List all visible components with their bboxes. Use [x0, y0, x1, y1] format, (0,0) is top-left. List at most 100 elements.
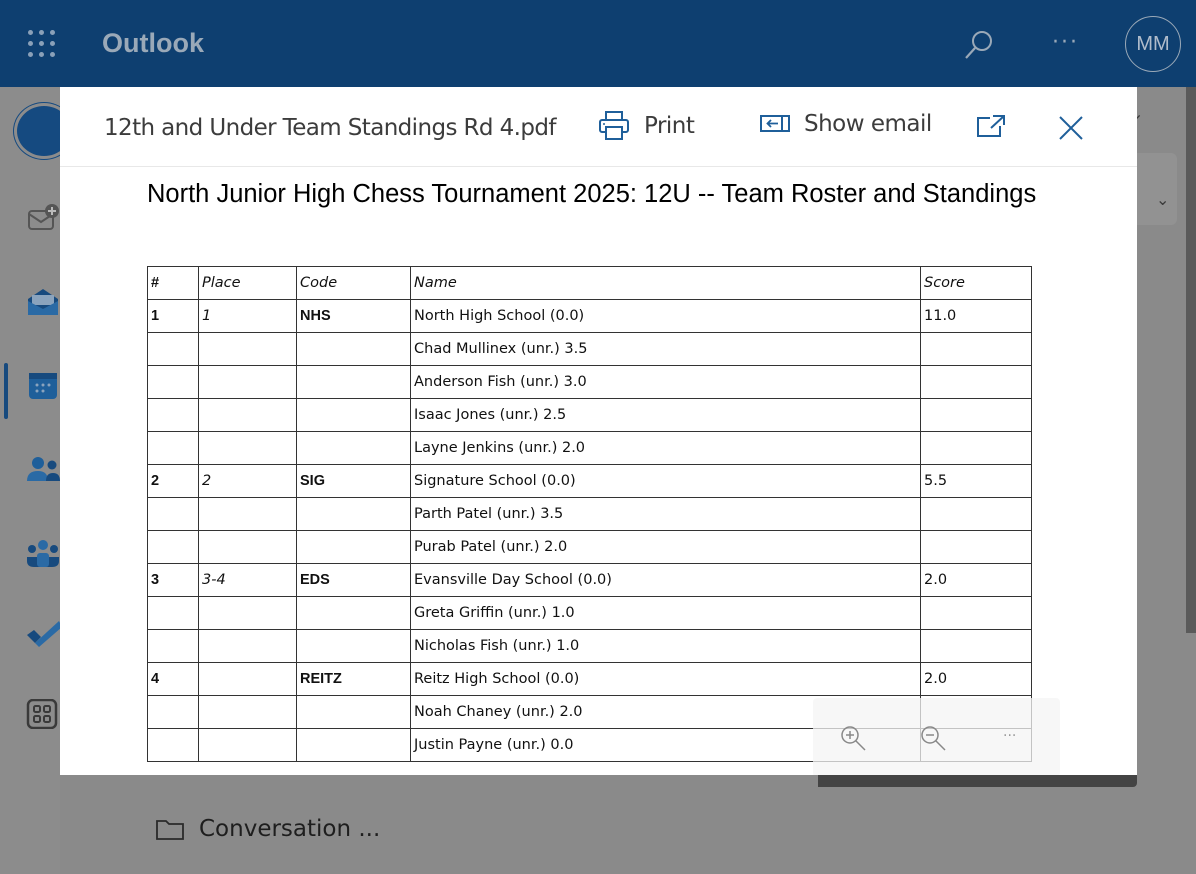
table-cell: [198, 629, 297, 663]
search-icon[interactable]: [962, 28, 996, 62]
table-cell: Parth Patel (unr.) 3.5: [410, 497, 921, 531]
to-do-icon[interactable]: [26, 619, 60, 649]
groups-icon[interactable]: [26, 539, 60, 569]
vertical-scrollbar[interactable]: [1186, 87, 1196, 633]
table-cell: SIG: [296, 464, 411, 498]
table-cell: [147, 596, 199, 630]
folder-item[interactable]: Conversation ...: [155, 816, 380, 842]
table-cell: 5.5: [920, 464, 1032, 498]
table-cell: [198, 398, 297, 432]
table-cell: NHS: [296, 299, 411, 333]
table-cell: [147, 728, 199, 762]
table-cell: [296, 695, 411, 729]
table-header-row: # Place Code Name Score: [147, 266, 1032, 300]
column-header: Name: [410, 266, 921, 300]
more-options-button[interactable]: ...: [1003, 724, 1017, 740]
table-cell: 2.0: [920, 563, 1032, 597]
zoom-in-icon[interactable]: [839, 724, 869, 754]
table-cell: [920, 497, 1032, 531]
table-cell: 1: [198, 299, 297, 333]
table-cell: [198, 662, 297, 696]
table-cell: 3-4: [198, 563, 297, 597]
folder-label: Conversation ...: [199, 816, 381, 842]
column-header: #: [147, 266, 199, 300]
show-email-label: Show email: [804, 111, 932, 137]
table-cell: [198, 332, 297, 366]
table-cell: [296, 332, 411, 366]
table-cell: Greta Griffin (unr.) 1.0: [410, 596, 921, 630]
table-cell: Signature School (0.0): [410, 464, 921, 498]
table-cell: [147, 497, 199, 531]
table-cell: Reitz High School (0.0): [410, 662, 921, 696]
table-cell: [296, 497, 411, 531]
table-cell: [920, 629, 1032, 663]
table-cell: [198, 530, 297, 564]
table-cell: [296, 365, 411, 399]
standings-table: # Place Code Name Score 1 1 NHS North High …: [147, 266, 1032, 762]
viewer-header: 12th and Under Team Standings Rd 4.pdf P…: [60, 87, 1137, 167]
table-cell: [920, 431, 1032, 465]
table-cell: 2.0: [920, 662, 1032, 696]
zoom-out-icon[interactable]: [919, 724, 949, 754]
table-cell: 11.0: [920, 299, 1032, 333]
table-cell: Isaac Jones (unr.) 2.5: [410, 398, 921, 432]
table-row: 2 2 SIG Signature School (0.0) 5.5: [147, 464, 1032, 498]
table-cell: [147, 332, 199, 366]
table-row: Anderson Fish (unr.) 3.0: [147, 365, 1032, 399]
top-bar: Outlook ··· MM: [0, 0, 1196, 87]
close-icon[interactable]: [1058, 115, 1084, 141]
table-row: 1 1 NHS North High School (0.0) 11.0: [147, 299, 1032, 333]
table-cell: [296, 728, 411, 762]
table-cell: Chad Mullinex (unr.) 3.5: [410, 332, 921, 366]
table-cell: [920, 596, 1032, 630]
table-cell: [296, 398, 411, 432]
document-title: North Junior High Chess Tournament 2025:…: [147, 180, 1037, 208]
folder-icon: [156, 820, 184, 840]
horizontal-scrollbar-thumb[interactable]: [818, 775, 1137, 787]
print-button[interactable]: Print: [598, 111, 695, 141]
column-header: Code: [296, 266, 411, 300]
column-header: Score: [920, 266, 1032, 300]
table-cell: REITZ: [296, 662, 411, 696]
more-icon[interactable]: ···: [1052, 30, 1079, 55]
table-cell: 4: [147, 662, 199, 696]
table-cell: Evansville Day School (0.0): [410, 563, 921, 597]
apps-icon[interactable]: [26, 699, 60, 729]
table-cell: North High School (0.0): [410, 299, 921, 333]
people-icon[interactable]: [26, 455, 60, 485]
table-cell: [198, 497, 297, 531]
table-row: 4 REITZ Reitz High School (0.0) 2.0: [147, 662, 1032, 696]
table-row: Isaac Jones (unr.) 2.5: [147, 398, 1032, 432]
app-rail: [0, 87, 60, 874]
table-cell: [198, 431, 297, 465]
table-cell: [147, 398, 199, 432]
open-in-new-window-icon[interactable]: [976, 114, 1006, 138]
table-row: 3 3-4 EDS Evansville Day School (0.0) 2.0: [147, 563, 1032, 597]
print-label: Print: [644, 113, 695, 139]
app-launcher-icon[interactable]: [28, 30, 56, 58]
table-cell: [147, 530, 199, 564]
table-cell: EDS: [296, 563, 411, 597]
table-cell: [147, 365, 199, 399]
pdf-page: North Junior High Chess Tournament 2025:…: [60, 168, 1137, 775]
mail-icon[interactable]: [26, 287, 60, 317]
table-cell: [198, 365, 297, 399]
chevron-down-icon[interactable]: ⌄: [1156, 190, 1170, 209]
new-mail-icon[interactable]: [26, 203, 60, 233]
table-cell: [920, 398, 1032, 432]
avatar[interactable]: MM: [1125, 16, 1181, 72]
table-cell: 3: [147, 563, 199, 597]
table-cell: [198, 596, 297, 630]
table-cell: [198, 695, 297, 729]
zoom-toolbar: ...: [813, 698, 1060, 775]
show-email-icon: [760, 115, 790, 132]
table-cell: 1: [147, 299, 199, 333]
table-cell: [198, 728, 297, 762]
show-email-button[interactable]: Show email: [760, 111, 932, 137]
app-title[interactable]: Outlook: [102, 28, 204, 58]
message-card: [1137, 153, 1177, 225]
file-name: 12th and Under Team Standings Rd 4.pdf: [104, 115, 556, 141]
calendar-icon[interactable]: [26, 371, 60, 401]
table-cell: 2: [147, 464, 199, 498]
printer-icon: [599, 111, 629, 140]
